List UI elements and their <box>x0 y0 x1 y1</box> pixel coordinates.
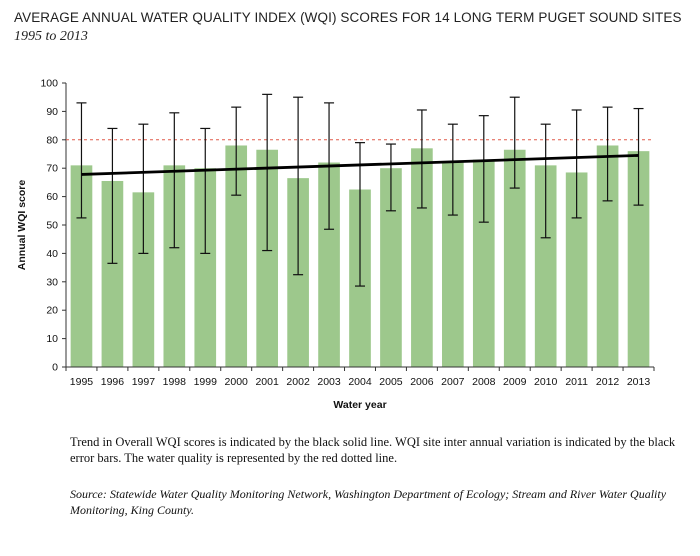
bar <box>380 168 402 367</box>
bar <box>318 162 340 367</box>
y-tick-label: 10 <box>46 333 58 345</box>
bar <box>225 145 248 367</box>
bar <box>70 165 93 367</box>
chart-source: Source: Statewide Water Quality Monitori… <box>70 487 667 517</box>
y-tick-label: 40 <box>46 248 58 260</box>
y-tick-label: 0 <box>52 362 58 374</box>
y-tick-label: 70 <box>46 163 58 175</box>
x-tick-label: 2005 <box>379 376 403 388</box>
x-axis-title: Water year <box>333 399 386 411</box>
x-tick-label: 2004 <box>348 376 372 388</box>
x-tick-label: 1999 <box>194 376 218 388</box>
bar <box>627 151 650 367</box>
y-tick-label: 60 <box>46 191 58 203</box>
x-tick-label: 2001 <box>255 376 279 388</box>
bar <box>101 180 124 367</box>
error-bars <box>76 93 644 287</box>
y-tick-label: 20 <box>46 305 58 317</box>
x-tick-label: 2007 <box>441 376 465 388</box>
y-axis-title: Annual WQI score <box>16 180 28 271</box>
y-axis: 0 10 20 30 40 50 60 70 80 90 100 <box>40 78 67 374</box>
x-tick-label: 2010 <box>534 376 558 388</box>
bar <box>565 172 588 367</box>
x-tick-label: 1998 <box>163 376 187 388</box>
bar <box>442 162 464 367</box>
x-tick-label: 1995 <box>70 376 94 388</box>
y-tick-label: 50 <box>46 220 58 232</box>
x-tick-label: 2003 <box>317 376 341 388</box>
y-tick-label: 80 <box>46 134 58 146</box>
bar <box>194 168 217 367</box>
x-tick-label: 2008 <box>472 376 496 388</box>
x-tick-label: 2011 <box>565 376 588 388</box>
x-tick-label: 2012 <box>596 376 620 388</box>
bar <box>256 149 278 367</box>
x-tick-label: 1996 <box>101 376 125 388</box>
y-tick-label: 100 <box>40 78 58 90</box>
bar <box>534 165 557 367</box>
x-tick-label: 2006 <box>410 376 434 388</box>
x-axis: 1995 1996 1997 1998 1999 2000 2001 2002 2003 2004… <box>65 366 655 388</box>
chart-subtitle: 1995 to 2013 <box>14 29 88 44</box>
x-tick-label: 2002 <box>286 376 310 388</box>
bars <box>70 145 650 367</box>
x-tick-label: 1997 <box>132 376 156 388</box>
bar <box>411 148 433 367</box>
x-tick-label: 2000 <box>225 376 249 388</box>
y-tick-label: 30 <box>46 276 58 288</box>
bar <box>472 159 495 367</box>
chart-caption: Trend in Overall WQI scores is indicated… <box>70 435 676 465</box>
y-tick-label: 90 <box>46 106 58 118</box>
x-tick-label: 2013 <box>627 376 651 388</box>
trend-line-group <box>81 154 639 176</box>
x-tick-label: 2009 <box>503 376 527 388</box>
bar <box>503 149 526 367</box>
bar <box>132 192 155 367</box>
chart-title: AVERAGE ANNUAL WATER QUALITY INDEX (WQI)… <box>14 10 682 25</box>
trend-line <box>81 154 639 176</box>
bar <box>163 165 186 367</box>
bar <box>596 145 619 367</box>
